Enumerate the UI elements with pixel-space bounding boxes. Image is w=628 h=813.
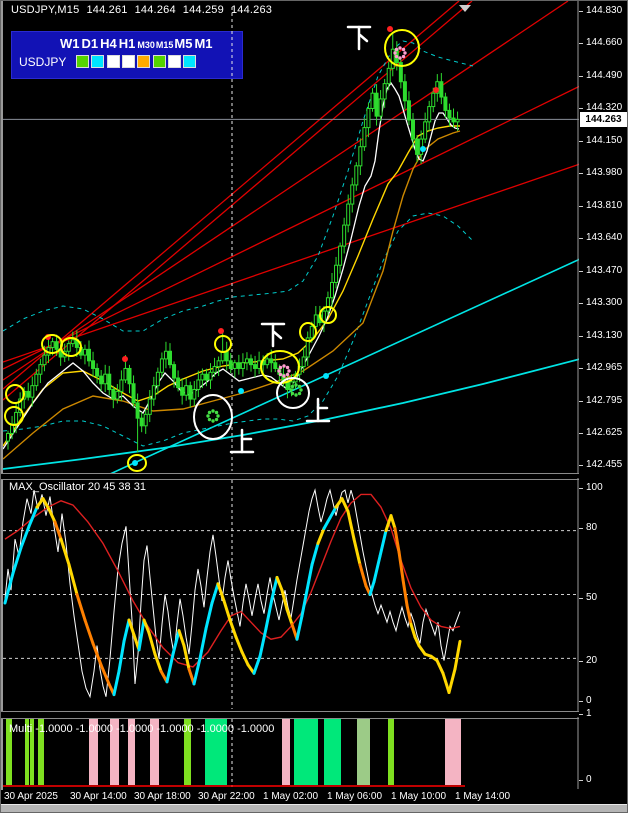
tick-mark	[579, 141, 583, 142]
price-tick-label: 143.810	[586, 200, 623, 211]
oscillator-tick-label: 50	[586, 592, 598, 603]
tick-mark	[579, 465, 583, 466]
tick-mark	[579, 433, 583, 434]
status-strip	[1, 804, 627, 812]
main-chart-svg	[3, 1, 579, 473]
tick-mark	[579, 206, 583, 207]
price-tick-label: 143.980	[586, 167, 623, 178]
price-tick-label: 142.625	[586, 427, 623, 438]
timeframe-button-m15[interactable]: M15	[155, 40, 174, 50]
tick-mark	[579, 108, 583, 109]
timeframe-button-m30[interactable]: M30	[137, 40, 155, 50]
oscillator-label: MAX_Oscillator 20 45 38 31	[9, 481, 146, 493]
multi-tick-label: 0	[586, 774, 592, 785]
price-tick-label: 144.830	[586, 5, 623, 16]
annotation-up-label	[305, 397, 331, 423]
timeframe-status-square	[167, 55, 181, 68]
quote-value: 144.263	[230, 4, 273, 16]
tick-mark	[579, 528, 583, 529]
panel-splitter-1[interactable]	[1, 473, 627, 480]
tick-mark	[579, 701, 583, 702]
quote-bar: USDJPY,M15 144.261 144.264 144.259 144.263	[11, 4, 286, 16]
price-tick-label: 143.640	[586, 232, 623, 243]
annotation-up-label	[229, 428, 255, 454]
oscillator-tick-label: 80	[586, 522, 598, 533]
oscillator-tick-label: 0	[586, 695, 592, 706]
symbol-period-label: USDJPY,M15	[11, 4, 80, 16]
annotation-down-label	[260, 322, 286, 348]
tick-mark	[579, 271, 583, 272]
annotation-down-label	[346, 25, 372, 51]
quote-value: 144.261	[86, 4, 128, 16]
time-label: 1 May 10:00	[391, 791, 447, 802]
oscillator-tick-label: 100	[586, 482, 603, 493]
timeframe-button-h1[interactable]: H1	[118, 36, 136, 51]
tick-mark	[579, 780, 583, 781]
timeframe-button-d1[interactable]: D1	[81, 36, 99, 51]
multi-indicator-canvas[interactable]	[3, 717, 579, 789]
tick-mark	[579, 303, 583, 304]
timeframe-status-square	[152, 55, 166, 68]
time-label: 1 May 02:00	[263, 791, 319, 802]
tick-mark	[579, 173, 583, 174]
multi-svg	[3, 717, 579, 789]
timeframe-button-w1[interactable]: W1	[60, 36, 80, 51]
timeframe-button-h4[interactable]: H4	[100, 36, 117, 51]
time-axis[interactable]: 30 Apr 2025 30 Apr 14:00 30 Apr 18:00 30 Ap…	[1, 790, 627, 804]
time-label: 1 May 06:00	[327, 791, 383, 802]
oscillator-canvas[interactable]	[3, 478, 579, 711]
timeframe-status-square	[106, 55, 120, 68]
panel-symbol-label: USDJPY	[19, 55, 67, 69]
timeframe-row: W1 D1 H4 H1 M30M15M5 M1	[60, 35, 215, 53]
timeframe-status-square	[76, 55, 89, 68]
current-price-tag: 144.263	[580, 112, 627, 127]
oscillator-tick-label: 20	[586, 655, 598, 666]
price-tick-label: 143.300	[586, 297, 623, 308]
time-label: 30 Apr 2025	[4, 791, 58, 802]
time-label: 30 Apr 14:00	[70, 791, 127, 802]
main-chart-canvas[interactable]	[3, 1, 579, 473]
multi-tick-label: 1	[586, 708, 592, 719]
price-tick-label: 143.130	[586, 330, 623, 341]
timeframe-status-square	[121, 55, 135, 68]
price-tick-label: 144.660	[586, 37, 623, 48]
price-tick-label: 142.795	[586, 395, 623, 406]
multi-indicator-label: Multi -1.0000 -1.0000 -1.0000 -1.0000 -1…	[9, 723, 275, 735]
price-tick-label: 144.150	[586, 135, 623, 146]
tick-mark	[579, 598, 583, 599]
tick-mark	[579, 43, 583, 44]
price-tick-label: 144.320	[586, 102, 623, 113]
tick-mark	[579, 661, 583, 662]
timeframe-button-m5[interactable]: M5	[174, 36, 193, 51]
tick-mark	[579, 238, 583, 239]
time-label: 30 Apr 22:00	[198, 791, 255, 802]
price-tick-label: 144.490	[586, 70, 623, 81]
tick-mark	[579, 714, 583, 715]
timeframe-status-square	[183, 55, 197, 68]
panel-splitter-2[interactable]	[1, 711, 627, 719]
symbol-timeframe-panel: W1 D1 H4 H1 M30M15M5 M1 USDJPY	[11, 31, 243, 79]
price-tick-label: 142.965	[586, 362, 623, 373]
timeframe-status-square	[91, 55, 105, 68]
price-tick-label: 143.470	[586, 265, 623, 276]
price-tick-label: 142.455	[586, 459, 623, 470]
quote-value: 144.264	[134, 4, 176, 16]
oscillator-svg	[3, 478, 579, 711]
tick-mark	[579, 401, 583, 402]
tick-mark	[579, 336, 583, 337]
time-label: 30 Apr 18:00	[134, 791, 191, 802]
window-left-border	[1, 1, 3, 812]
timeframe-status-square	[137, 55, 151, 68]
quote-value: 144.259	[182, 4, 224, 16]
time-label: 1 May 14:00	[455, 791, 511, 802]
tick-mark	[579, 76, 583, 77]
price-axis[interactable]: 144.263 144.830 144.660 144.490 144.320 144.…	[579, 1, 627, 804]
timeframe-button-m1[interactable]: M1	[194, 36, 213, 51]
tick-mark	[579, 488, 583, 489]
tick-mark	[579, 368, 583, 369]
tick-mark	[579, 11, 583, 12]
